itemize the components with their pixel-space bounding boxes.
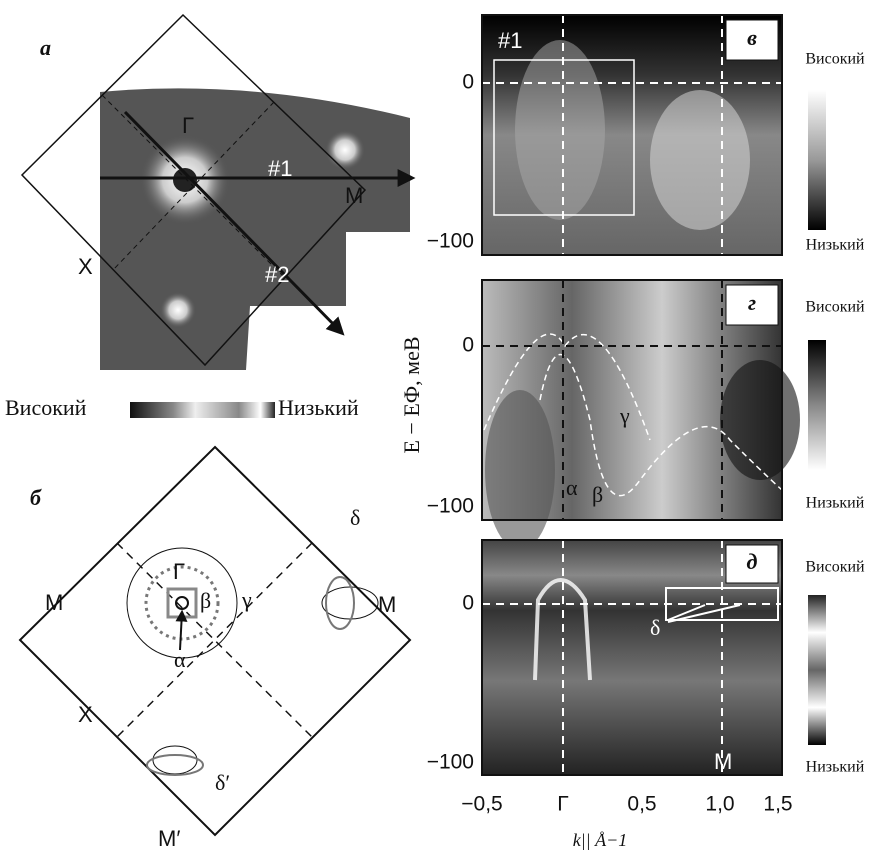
brillouin-zone [20,13,367,367]
colorbar-label: Низький [806,495,865,512]
colorbar-label: Високий [5,395,87,420]
point-label: M [378,592,396,617]
band-label: δ′ [215,770,230,795]
axes: E − EФ, меВ −0,5 Γ 0,5 1,0 1,5 k|| Å−1 [399,336,793,850]
y-axis-label: E − EФ, меВ [399,336,424,453]
band-intensity [485,390,555,550]
band-intensity [650,90,750,230]
dashed-line [101,94,286,279]
panel-b: б Γ M M X M′ α β γ δ δ′ [18,445,412,851]
frame [481,14,783,256]
x-tick-label: Γ [557,793,569,816]
band-intensity [515,40,605,220]
fermi-surface [321,586,379,620]
point-label: X [78,254,93,279]
y-tick-label: 0 [462,71,474,94]
band-label: γ [619,403,630,428]
x-tick-label: 1,0 [705,793,734,816]
band-label: δ [350,505,360,530]
panel-label: д [747,549,758,574]
band-intensity [720,360,800,480]
y-tick-label: 0 [462,334,474,357]
point-label: Γ [173,559,185,584]
band-label: β [200,588,211,613]
x-tick-label: −0,5 [461,793,502,816]
colorbar [130,402,275,418]
fermi-surface [152,745,198,775]
band-label: α [566,475,578,500]
colorbar-label: Низький [806,759,865,776]
cut-label: #2 [265,262,289,287]
band-label: δ [650,615,660,640]
point-label: X [78,702,93,727]
cut-label: #1 [268,156,292,181]
gamma-center [173,168,197,192]
colorbar-label: Низький [806,237,865,254]
panel-v: в #1 0 −100 Високий Низький [427,14,865,256]
label-box [725,544,779,584]
colorbar [808,340,826,470]
panel-label: б [30,485,42,510]
dashed-line [112,101,275,271]
colorbar [808,595,826,745]
band-fit [483,333,651,441]
colorbar [808,90,826,230]
band-label: γ [241,587,252,612]
cut-label: #1 [498,28,522,53]
arrow [667,604,741,623]
panel-label: в [747,25,757,50]
band-fit [539,353,783,497]
point-label: M [345,183,363,208]
intensity-spot [160,292,196,328]
y-tick-label: 0 [462,592,474,615]
fermi-map [100,88,410,371]
arrow [175,609,188,651]
fermi-surface [146,754,204,776]
panel-d: д M δ 0 −100 Високий Низький [427,539,865,776]
point-label: M [714,749,732,774]
fermi-surface [175,596,189,610]
y-tick-label: −100 [427,751,474,774]
band-label: α [174,647,186,672]
fermi-surface-data [144,565,220,641]
x-axis-label: k|| Å−1 [573,830,628,850]
label-box [725,284,779,326]
arrow [667,604,706,621]
y-tick-label: −100 [427,230,474,253]
frame [481,539,783,776]
panel-g: г α β γ 0 −100 Високий Низький [427,279,865,550]
x-tick-label: 0,5 [627,793,656,816]
fermi-surface [126,547,238,659]
panel-a: а Γ M X #1 #2 Високий Низький [5,13,416,420]
colorbar-label: Високий [805,299,865,316]
band-label: β [592,482,603,507]
point-label: M [45,590,63,615]
dashed-line [116,542,313,738]
y-tick-label: −100 [427,495,474,518]
point-label: M′ [158,826,180,851]
cut-arrow [123,110,345,336]
panel-label: а [40,35,51,60]
colorbar-label: Низький [278,395,359,420]
panel-label: г [748,290,756,315]
label-box [725,19,779,61]
band-intensity [533,578,592,681]
colorbar-label: Високий [805,559,865,576]
brillouin-zone [18,445,412,837]
frame [481,279,783,521]
intensity-spot [325,130,365,170]
dashed-line [116,542,313,738]
colorbar-label: Високий [805,51,865,68]
fermi-surface [325,576,355,630]
x-tick-label: 1,5 [763,793,792,816]
point-label: Γ [182,113,194,138]
